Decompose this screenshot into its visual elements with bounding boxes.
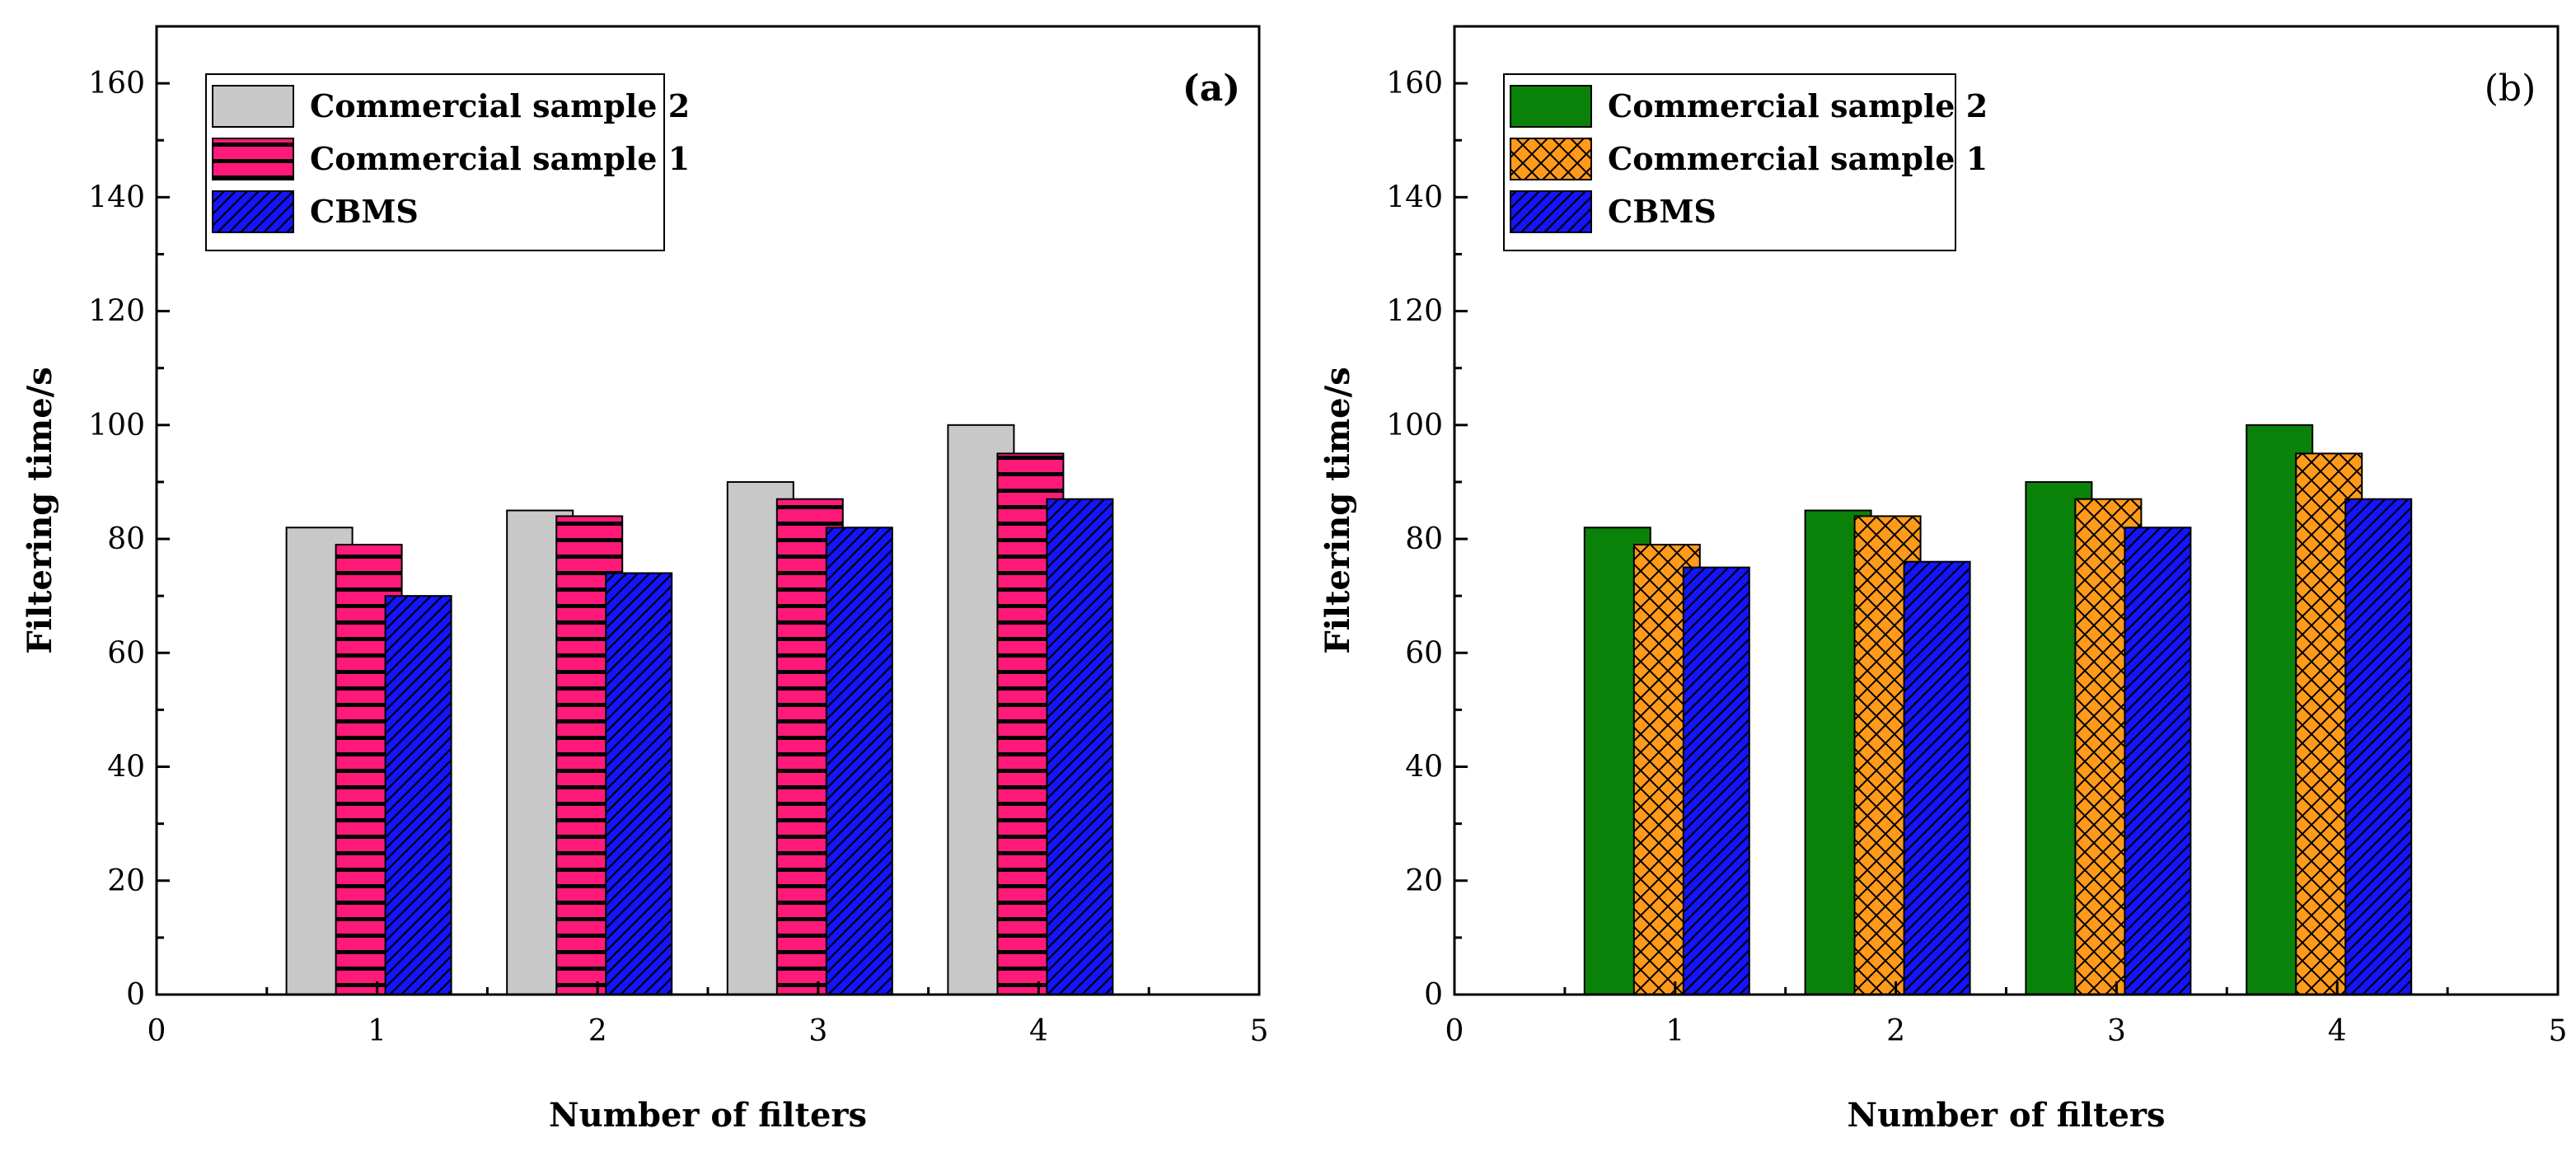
y-axis-title: Filtering time/s bbox=[21, 367, 59, 654]
legend-swatch-commercial-sample-2 bbox=[1510, 85, 1592, 128]
bar-cbms-1 bbox=[384, 595, 452, 995]
legend-label: CBMS bbox=[310, 193, 419, 230]
y-axis: 0 20 40 60 80 100 120 140 160 bbox=[88, 67, 170, 1012]
legend-label: Commercial sample 1 bbox=[310, 140, 690, 177]
x-tick-label: 1 bbox=[368, 1014, 386, 1048]
y-tick-label: 120 bbox=[1386, 295, 1443, 329]
x-axis-title: Number of filters bbox=[549, 1096, 867, 1135]
x-axis: 0 1 2 3 4 5 bbox=[148, 981, 1269, 1048]
x-tick-label: 3 bbox=[808, 1014, 827, 1048]
x-tick-label: 3 bbox=[2107, 1014, 2126, 1048]
x-tick-label: 0 bbox=[148, 1014, 166, 1048]
y-tick-label: 160 bbox=[1386, 67, 1443, 101]
legend-label: Commercial sample 2 bbox=[310, 87, 690, 124]
bar-cbms-1 bbox=[1682, 566, 1750, 995]
x-tick-label: 0 bbox=[1445, 1014, 1464, 1048]
x-tick-label: 5 bbox=[2549, 1014, 2568, 1048]
x-tick-label: 1 bbox=[1665, 1014, 1684, 1048]
legend: Commercial sample 2 Commercial sample 1 CB… bbox=[205, 73, 690, 251]
y-tick-label: 60 bbox=[107, 636, 145, 670]
y-tick-label: 140 bbox=[88, 180, 145, 214]
legend-swatch-cbms bbox=[1510, 190, 1592, 233]
bar-cbms-4 bbox=[2344, 498, 2413, 995]
x-tick-label: 5 bbox=[1250, 1014, 1269, 1048]
y-tick-label: 160 bbox=[88, 67, 145, 101]
y-tick-label: 20 bbox=[107, 864, 145, 898]
y-axis: 0 20 40 60 80 100 120 140 160 bbox=[1386, 67, 1468, 1012]
y-tick-label: 60 bbox=[1405, 636, 1443, 670]
x-axis-title: Number of filters bbox=[1848, 1096, 2166, 1135]
bar-cbms-4 bbox=[1046, 498, 1114, 995]
legend-swatch-commercial-sample-1 bbox=[1510, 138, 1592, 180]
bar-cbms-2 bbox=[1903, 560, 1971, 995]
x-tick-label: 4 bbox=[2328, 1014, 2347, 1048]
y-axis-title: Filtering time/s bbox=[1318, 367, 1357, 654]
legend-swatch-commercial-sample-2 bbox=[212, 85, 294, 128]
bar-cbms-2 bbox=[605, 572, 673, 995]
chart-panel-a: 0 20 40 60 80 100 120 140 160 0 1 2 3 4 5 Number of fil… bbox=[21, 25, 1269, 1135]
y-tick-label: 40 bbox=[107, 751, 145, 784]
x-tick-label: 4 bbox=[1029, 1014, 1048, 1048]
x-tick-label: 2 bbox=[588, 1014, 607, 1048]
legend-label: Commercial sample 2 bbox=[1608, 87, 1988, 124]
y-tick-label: 80 bbox=[1405, 522, 1443, 556]
y-tick-label: 40 bbox=[1405, 751, 1443, 784]
x-axis: 0 1 2 3 4 5 bbox=[1445, 981, 2568, 1048]
chart-panel-b: 0 20 40 60 80 100 120 140 160 0 1 2 3 4 5 Number of fil… bbox=[1318, 25, 2568, 1135]
bar-cbms-3 bbox=[825, 527, 893, 995]
panel-label: (a) bbox=[1183, 68, 1240, 110]
y-tick-label: 20 bbox=[1405, 864, 1443, 898]
panel-label: (b) bbox=[2485, 68, 2536, 110]
y-tick-label: 120 bbox=[88, 295, 145, 329]
y-tick-label: 0 bbox=[126, 978, 145, 1012]
bars-group bbox=[1583, 424, 2413, 995]
legend-label: Commercial sample 1 bbox=[1608, 140, 1988, 177]
legend-swatch-commercial-sample-1 bbox=[212, 138, 294, 180]
legend-swatch-cbms bbox=[212, 190, 294, 233]
y-tick-label: 100 bbox=[88, 409, 145, 442]
y-tick-label: 80 bbox=[107, 522, 145, 556]
y-tick-label: 100 bbox=[1386, 409, 1443, 442]
y-tick-label: 140 bbox=[1386, 180, 1443, 214]
y-tick-label: 0 bbox=[1424, 978, 1443, 1012]
legend: Commercial sample 2 Commercial sample 1 CB… bbox=[1503, 73, 1988, 251]
bar-cbms-3 bbox=[2124, 527, 2192, 995]
legend-label: CBMS bbox=[1608, 193, 1717, 230]
bars-group bbox=[285, 424, 1114, 995]
x-tick-label: 2 bbox=[1886, 1014, 1905, 1048]
